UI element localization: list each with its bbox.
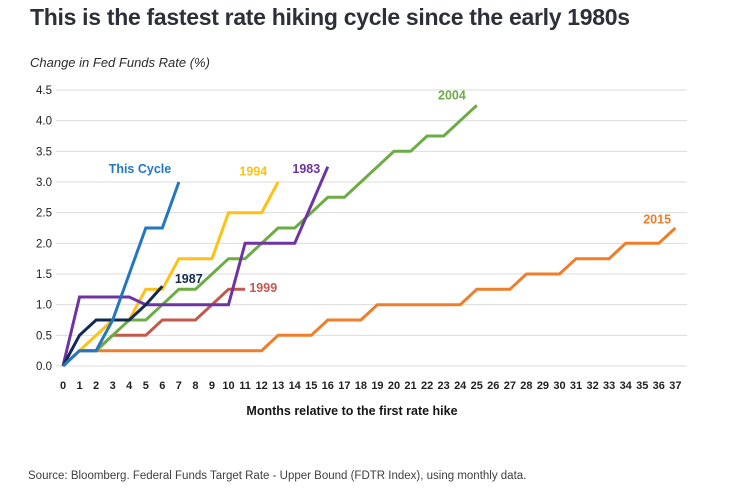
x-tick-label: 20 bbox=[388, 380, 400, 392]
source-note: Source: Bloomberg. Federal Funds Target … bbox=[28, 470, 527, 482]
series-line-this-cycle bbox=[61, 181, 181, 368]
x-tick-label: 29 bbox=[537, 380, 549, 392]
x-tick-label: 15 bbox=[305, 380, 317, 392]
x-tick-label: 16 bbox=[322, 380, 334, 392]
y-tick-label: 3.5 bbox=[36, 146, 52, 158]
y-tick-label: 4.5 bbox=[36, 85, 52, 97]
y-tick-label: 0.0 bbox=[36, 361, 52, 373]
x-tick-label: 11 bbox=[239, 380, 251, 392]
y-tick-label: 2.5 bbox=[36, 208, 52, 220]
x-tick-label: 3 bbox=[110, 380, 116, 392]
x-tick-label: 10 bbox=[222, 380, 234, 392]
x-tick-label: 1 bbox=[76, 380, 82, 392]
x-tick-label: 24 bbox=[454, 380, 467, 392]
x-tick-label: 33 bbox=[603, 380, 615, 392]
x-tick-label: 2 bbox=[93, 380, 99, 392]
y-tick-label: 1.5 bbox=[36, 269, 52, 281]
x-tick-label: 7 bbox=[176, 380, 182, 392]
series-label-1987: 1987 bbox=[175, 272, 203, 286]
x-tick-label: 23 bbox=[438, 380, 450, 392]
x-tick-label: 31 bbox=[570, 380, 582, 392]
series-label-1994: 1994 bbox=[239, 164, 267, 178]
y-tick-label: 3.0 bbox=[36, 177, 52, 189]
x-axis-title: Months relative to the first rate hike bbox=[246, 404, 457, 418]
series-line-2004 bbox=[61, 104, 478, 368]
x-tick-label: 13 bbox=[272, 380, 284, 392]
x-tick-label: 37 bbox=[669, 380, 681, 392]
x-tick-label: 14 bbox=[289, 380, 302, 392]
page-title: This is the fastest rate hiking cycle si… bbox=[30, 4, 630, 30]
x-tick-label: 26 bbox=[487, 380, 499, 392]
x-tick-label: 25 bbox=[471, 380, 483, 392]
x-tick-label: 22 bbox=[421, 380, 433, 392]
y-tick-label: 2.0 bbox=[36, 238, 52, 250]
x-tick-label: 6 bbox=[159, 380, 165, 392]
fed-funds-line-chart: 0.00.51.01.52.02.53.03.54.04.50 1 2 3 4 5 6 7 8 9… bbox=[36, 85, 687, 418]
y-axis-title: Change in Fed Funds Rate (%) bbox=[30, 55, 210, 70]
y-tick-label: 1.0 bbox=[36, 300, 52, 312]
x-tick-label: 18 bbox=[355, 380, 367, 392]
x-tick-label: 4 bbox=[126, 380, 133, 392]
series-label-1983: 1983 bbox=[292, 162, 320, 176]
x-tick-label: 0 bbox=[60, 380, 66, 392]
y-tick-label: 4.0 bbox=[36, 116, 52, 128]
series-line-1983 bbox=[61, 166, 330, 367]
series-label-this-cycle: This Cycle bbox=[109, 162, 172, 176]
x-tick-label: 36 bbox=[653, 380, 665, 392]
x-tick-label: 5 bbox=[143, 380, 149, 392]
series-line-1999 bbox=[61, 287, 246, 368]
x-tick-label: 19 bbox=[371, 380, 383, 392]
x-tick-label: 30 bbox=[553, 380, 565, 392]
x-tick-label: 34 bbox=[620, 380, 633, 392]
x-tick-label: 9 bbox=[209, 380, 215, 392]
x-tick-label: 17 bbox=[338, 380, 350, 392]
series-line-2015 bbox=[61, 226, 677, 368]
x-tick-label: 21 bbox=[404, 380, 416, 392]
series-label-2004: 2004 bbox=[438, 88, 466, 102]
series-label-1999: 1999 bbox=[249, 281, 277, 295]
series-label-2015: 2015 bbox=[643, 212, 671, 226]
x-tick-label: 32 bbox=[586, 380, 598, 392]
x-tick-label: 12 bbox=[255, 380, 267, 392]
x-tick-label: 8 bbox=[192, 380, 198, 392]
series-line-1994 bbox=[61, 181, 280, 368]
x-tick-label: 27 bbox=[504, 380, 516, 392]
y-tick-label: 0.5 bbox=[36, 330, 52, 342]
x-tick-label: 35 bbox=[636, 380, 648, 392]
x-tick-label: 28 bbox=[520, 380, 532, 392]
